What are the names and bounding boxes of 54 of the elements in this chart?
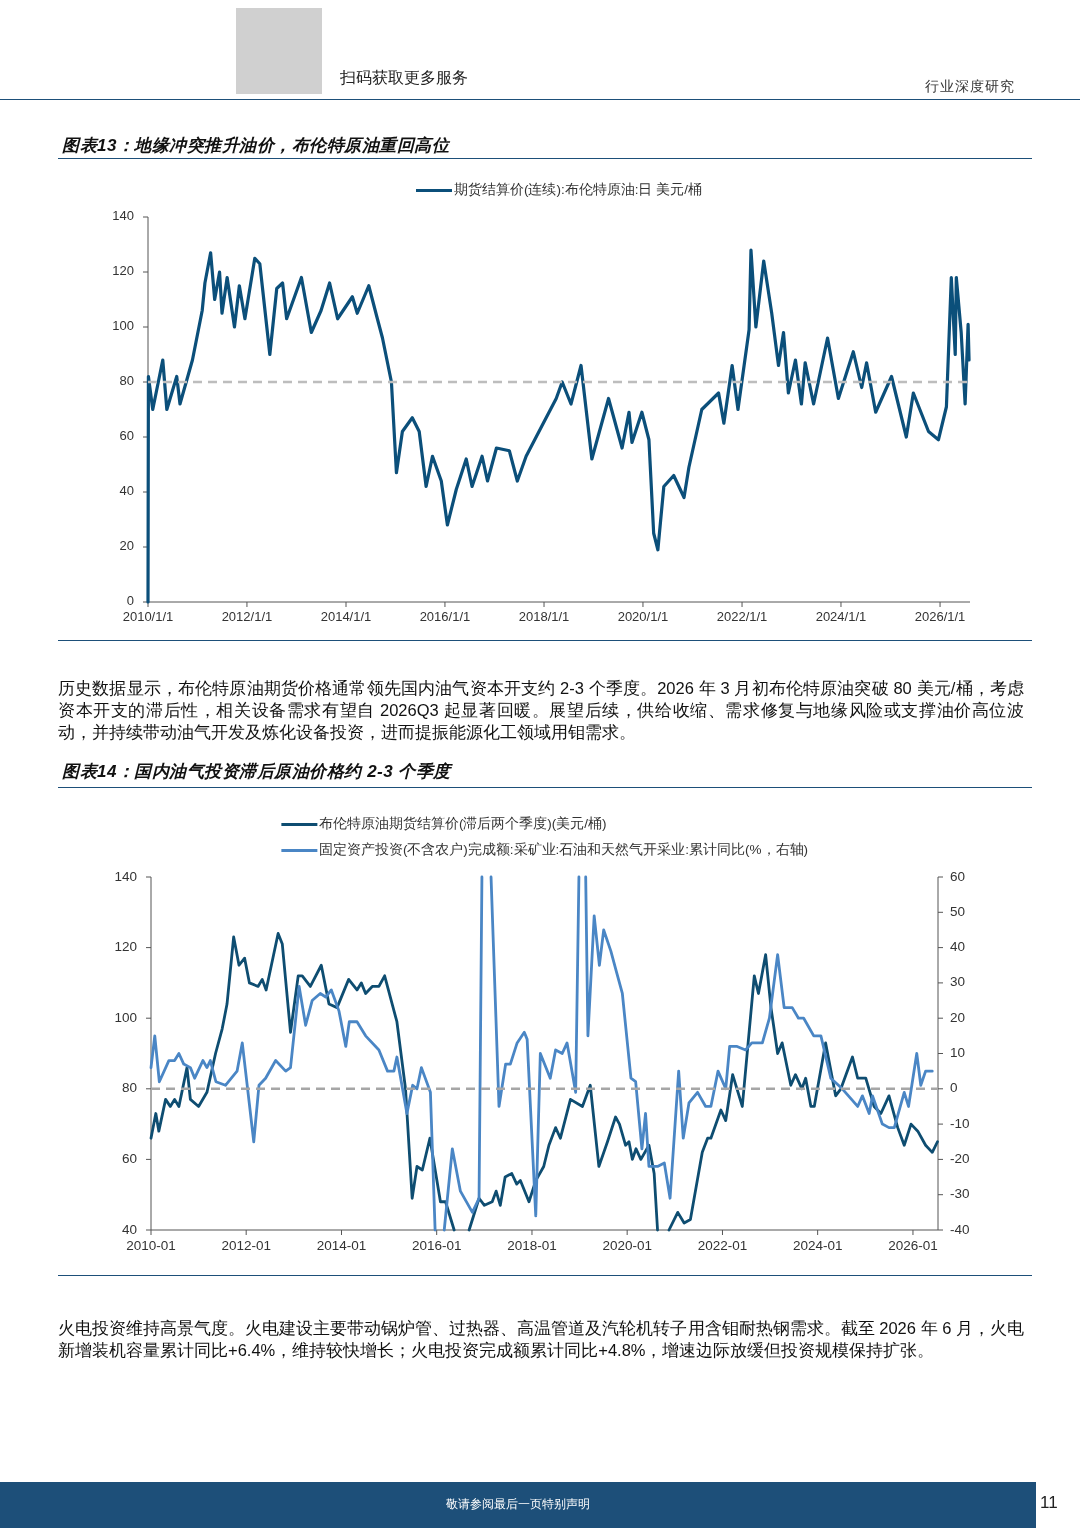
- y2-tick-label: 30: [950, 974, 966, 990]
- y-tick-label: 120: [114, 939, 137, 955]
- x-tick-label: 2026/1/1: [914, 609, 966, 625]
- y-tick-label: 120: [112, 263, 134, 279]
- y-tick-label: 80: [119, 373, 134, 389]
- y-tick-label: 20: [119, 538, 134, 554]
- x-tick-label: 2024-01: [792, 1237, 843, 1253]
- x-tick-label: 2022-01: [697, 1237, 748, 1253]
- y-tick-label: 60: [121, 1150, 137, 1166]
- y2-tick-label: -10: [950, 1115, 970, 1131]
- text: 11: [1040, 1493, 1058, 1513]
- y-tick-label: 40: [121, 1221, 137, 1237]
- x-tick-label: 2026-01: [888, 1237, 938, 1253]
- y2-tick-label: 40: [950, 939, 966, 955]
- x-tick-label: 2016-01: [411, 1237, 462, 1253]
- y-tick-label: 140: [112, 208, 134, 224]
- y-tick-label: 40: [119, 483, 134, 499]
- x-tick-label: 2016/1/1: [419, 609, 471, 625]
- text: 敬请参阅最后一页特别声明: [445, 1496, 591, 1513]
- y-tick-label: 140: [114, 868, 137, 884]
- chart-title: 图表14：国内油气投资滞后原油价格约 2-3 个季度: [62, 761, 451, 783]
- x-tick-label: 2014/1/1: [320, 609, 372, 625]
- legend-label: 固定资产投资(不含农户)完成额:采矿业:石油和天然气开采业:累计同比(%，右轴): [318, 841, 809, 859]
- y-tick-label: 100: [112, 318, 134, 334]
- chart-title: 图表13：地缘冲突推升油价，布伦特原油重回高位: [62, 135, 450, 157]
- x-tick-label: 2010-01: [126, 1237, 176, 1253]
- y2-tick-label: -30: [950, 1186, 970, 1202]
- legend-label: 布伦特原油期货结算价(滞后两个季度)(美元/桶): [318, 815, 607, 833]
- y-tick-label: 100: [114, 1009, 137, 1025]
- x-tick-label: 2012-01: [221, 1237, 271, 1253]
- y2-tick-label: 20: [950, 1009, 966, 1025]
- x-tick-label: 2012/1/1: [221, 609, 273, 625]
- text: 火电投资维持高景气度。火电建设主要带动锅炉管、过热器、高温管道及汽轮机转子用含钼耐热钢需求。截至 2026 年 6 月，火电新增装机容量累计同比+6.4%，维持较快增长；火电投资完成额累计同比+4.8%，增速边际放缓但投资规模保持扩张。: [58, 1318, 1024, 1361]
- y-tick-label: 80: [121, 1080, 137, 1096]
- x-tick-label: 2010/1/1: [122, 609, 174, 625]
- x-tick-label: 2020/1/1: [617, 609, 669, 625]
- y2-tick-label: -20: [950, 1150, 970, 1166]
- y-tick-label: 60: [119, 428, 134, 444]
- x-tick-label: 2020-01: [602, 1237, 652, 1253]
- y2-tick-label: 50: [950, 903, 966, 919]
- y2-tick-label: 0: [950, 1080, 958, 1096]
- y-tick-label: 0: [126, 593, 134, 609]
- x-tick-label: 2018-01: [507, 1237, 557, 1253]
- text: 历史数据显示，布伦特原油期货价格通常领先国内油气资本开支约 2-3 个季度。2026 年 3 月初布伦特原油突破 80 美元/桶，考虑资本开支的滞后性，相关设备需求有望自 2026Q3 起显著回暖。展望后续，供给收缩、需求修复与地缘风险或支撑油价高位波动，并持续带动油气开发及炼化设备投资，进而提振能源化工领域用钼需求。: [58, 678, 1024, 743]
- y2-tick-label: -40: [950, 1221, 970, 1237]
- y2-tick-label: 10: [950, 1045, 966, 1061]
- x-tick-label: 2022/1/1: [716, 609, 768, 625]
- y2-tick-label: 60: [950, 868, 966, 884]
- x-tick-label: 2018/1/1: [518, 609, 570, 625]
- x-tick-label: 2024/1/1: [815, 609, 867, 625]
- text: 行业深度研究: [925, 78, 1015, 96]
- text: 扫码获取更多服务: [340, 68, 468, 88]
- legend-label: 期货结算价(连续):布伦特原油:日 美元/桶: [454, 181, 702, 199]
- x-tick-label: 2014-01: [316, 1237, 367, 1253]
